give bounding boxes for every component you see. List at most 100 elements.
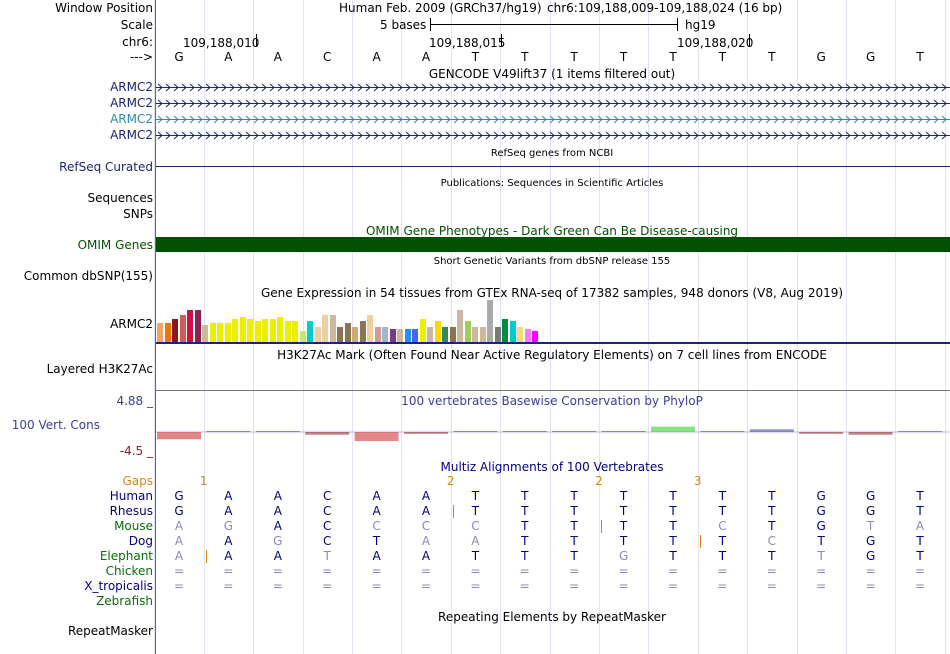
sequences-label[interactable]: Sequences (87, 191, 153, 205)
gtex-tissue-bar[interactable] (194, 310, 201, 342)
gtex-tissue-bar[interactable] (337, 327, 343, 342)
gtex-tissue-bar[interactable] (157, 323, 163, 342)
gtex-tissue-bar[interactable] (509, 321, 516, 342)
conservation-score-bar[interactable] (749, 429, 794, 432)
gencode-gene-label[interactable]: ARMC2 (110, 112, 153, 126)
gtex-tissue-bar[interactable] (359, 321, 366, 342)
gtex-tissue-bar[interactable] (179, 315, 186, 342)
gtex-tissue-bar[interactable] (262, 319, 268, 342)
gtex-tissue-bar[interactable] (524, 329, 531, 342)
gtex-tissue-bar[interactable] (269, 319, 276, 342)
refseq-line[interactable] (156, 166, 950, 167)
gencode-gene-arrow-line[interactable] (156, 99, 950, 108)
conservation-score-bar[interactable] (404, 432, 448, 434)
gtex-tissue-bar[interactable] (502, 319, 508, 342)
conservation-score-bar[interactable] (651, 426, 695, 432)
conservation-score-bar[interactable] (453, 431, 498, 432)
omim-track-label[interactable]: OMIM Genes (77, 238, 153, 252)
gtex-tissue-bar[interactable] (404, 329, 411, 342)
gtex-tissue-bar[interactable] (427, 327, 433, 342)
gtex-tissue-bar[interactable] (254, 321, 261, 342)
conservation-score-bar[interactable] (255, 431, 300, 432)
gencode-gene-label[interactable]: ARMC2 (110, 128, 153, 142)
species-label[interactable]: Rhesus (109, 504, 153, 518)
gencode-gene-label[interactable]: ARMC2 (110, 80, 153, 94)
gtex-tissue-bar[interactable] (419, 319, 426, 342)
gtex-tissue-bar[interactable] (517, 327, 523, 342)
gtex-tissue-bar[interactable] (412, 329, 418, 342)
species-label[interactable]: Chicken (105, 564, 153, 578)
gtex-tissue-bar[interactable] (479, 327, 486, 342)
gtex-tissue-bar[interactable] (187, 310, 193, 342)
gencode-gene-arrow-line[interactable] (156, 131, 950, 140)
refseq-track-label[interactable]: RefSeq Curated (59, 160, 153, 174)
conservation-plot[interactable] (156, 408, 950, 452)
dbsnp-track-label[interactable]: Common dbSNP(155) (23, 269, 153, 283)
gtex-tissue-bar[interactable] (382, 327, 388, 342)
gtex-tissue-bar[interactable] (314, 327, 321, 342)
gtex-tissue-bar[interactable] (442, 327, 448, 342)
gtex-tissue-bar[interactable] (224, 323, 231, 342)
gtex-tissue-bar[interactable] (464, 321, 471, 342)
conservation-track-label[interactable]: 100 Vert. Cons (11, 418, 100, 432)
conservation-score-bar[interactable] (898, 431, 942, 432)
gtex-tissue-bar[interactable] (322, 315, 328, 342)
gtex-tissue-bar[interactable] (449, 327, 456, 342)
conservation-score-bar[interactable] (502, 431, 547, 432)
gtex-tissue-bar[interactable] (292, 321, 298, 342)
species-label[interactable]: Zebrafish (96, 594, 153, 608)
conservation-score-bar[interactable] (354, 432, 399, 441)
omim-gene-bar[interactable] (156, 237, 950, 252)
species-label[interactable]: Mouse (114, 519, 153, 533)
alignment-base: T (619, 519, 628, 533)
snps-label[interactable]: SNPs (123, 207, 153, 221)
conservation-score-bar[interactable] (848, 432, 893, 435)
gencode-gene-arrow-line[interactable] (156, 115, 950, 124)
conservation-score-bar[interactable] (206, 431, 251, 432)
gtex-tissue-bar[interactable] (532, 331, 538, 342)
gtex-tissue-bar[interactable] (172, 319, 178, 342)
gtex-tissue-bar[interactable] (397, 329, 403, 342)
gtex-tissue-bar[interactable] (367, 315, 373, 342)
gtex-tissue-bar[interactable] (457, 310, 463, 342)
conservation-score-bar[interactable] (157, 432, 201, 440)
gtex-tissue-bar[interactable] (277, 317, 283, 342)
conservation-score-bar[interactable] (305, 432, 350, 435)
gtex-tissue-bar[interactable] (472, 327, 478, 342)
gtex-tissue-bar[interactable] (247, 319, 253, 342)
h3k27ac-track-label[interactable]: Layered H3K27Ac (46, 362, 153, 376)
gencode-gene-label[interactable]: ARMC2 (110, 96, 153, 110)
gtex-tissue-bar[interactable] (434, 321, 441, 342)
gencode-gene-arrow-line[interactable] (156, 83, 950, 92)
gtex-tissue-bar[interactable] (164, 323, 171, 342)
gtex-tissue-bar[interactable] (352, 327, 358, 342)
species-label[interactable]: X_tropicalis (84, 579, 153, 593)
conservation-score-bar[interactable] (799, 432, 844, 434)
species-label[interactable]: Elephant (99, 549, 153, 563)
gtex-tissue-bar[interactable] (239, 317, 246, 342)
conservation-score-bar[interactable] (601, 431, 646, 432)
gtex-tissue-bar[interactable] (284, 321, 291, 342)
conservation-score-bar[interactable] (700, 431, 745, 432)
gtex-gene-label[interactable]: ARMC2 (110, 317, 153, 331)
gtex-tissue-bar[interactable] (202, 325, 208, 342)
gtex-tissue-bar[interactable] (374, 327, 381, 342)
gtex-tissue-bar[interactable] (487, 300, 493, 342)
gtex-tissue-bar[interactable] (389, 329, 396, 342)
gtex-tissue-bar[interactable] (217, 323, 223, 342)
gtex-tissue-bar[interactable] (232, 319, 238, 342)
gaps-label[interactable]: Gaps (122, 474, 153, 488)
gtex-tissue-bar[interactable] (307, 321, 313, 342)
gtex-expression-chart[interactable] (157, 300, 557, 342)
gtex-tissue-bar[interactable] (209, 323, 216, 342)
gtex-tissue-bar[interactable] (344, 323, 351, 342)
gtex-tissue-bar[interactable] (299, 331, 306, 342)
alignment-base: = (569, 564, 580, 578)
gtex-tissue-bar[interactable] (329, 315, 336, 342)
gtex-tissue-bar[interactable] (494, 327, 501, 342)
species-label[interactable]: Human (109, 489, 153, 503)
conservation-score-bar[interactable] (552, 431, 597, 432)
repeatmasker-track-label[interactable]: RepeatMasker (67, 624, 153, 638)
species-label[interactable]: Dog (128, 534, 153, 548)
